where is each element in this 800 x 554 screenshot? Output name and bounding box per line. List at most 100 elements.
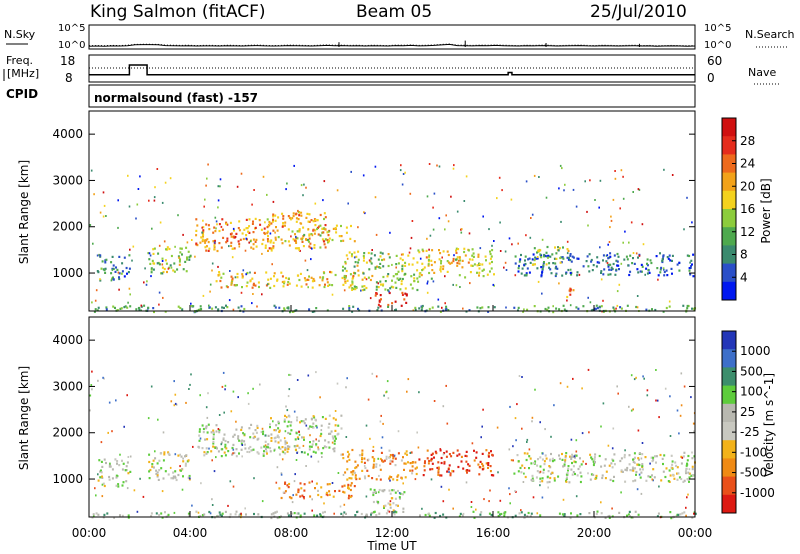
data-cell [289,432,292,435]
data-cell [89,224,92,226]
data-cell [353,256,356,259]
data-cell [478,466,481,469]
data-cell [329,270,331,274]
data-cell [276,510,278,513]
data-cell [97,513,100,516]
data-cell [326,281,329,284]
data-cell [687,471,690,474]
data-cell [563,513,566,516]
data-cell [315,438,317,441]
data-cell [274,306,277,309]
data-cell [221,512,224,515]
data-cell [252,283,255,287]
data-cell [149,468,152,472]
data-cell [184,464,187,467]
data-cell [629,254,632,257]
data-cell [187,476,190,479]
data-cell [177,305,180,308]
data-cell [256,426,259,429]
data-cell [362,272,365,275]
data-cell [353,287,355,291]
data-cell [226,223,229,226]
data-cell [322,199,324,202]
data-cell [428,254,431,257]
data-cell [222,438,225,441]
data-cell [363,211,365,214]
data-cell [177,473,180,477]
data-cell [605,260,608,263]
data-cell [448,453,451,456]
data-cell [152,307,155,310]
data-cell [257,513,260,516]
data-cell [400,253,403,256]
data-cell [322,240,325,243]
data-cell [544,428,546,431]
data-cell [351,448,354,452]
data-cell [652,479,654,482]
data-cell [205,249,208,252]
data-cell [395,266,397,269]
data-cell [220,441,223,444]
data-cell [96,309,99,312]
data-cell [238,242,241,246]
data-cell [692,253,695,256]
data-cell [411,263,414,266]
data-cell [458,274,461,277]
data-cell [292,212,295,215]
data-cell [465,175,468,178]
data-cell [635,473,637,476]
data-cell [622,241,624,244]
data-cell [354,272,357,275]
data-cell [185,246,188,249]
data-cell [294,445,297,448]
data-cell [245,218,248,221]
data-cell [450,195,452,198]
data-cell [284,221,287,224]
data-cell [376,309,379,312]
data-cell [638,463,641,467]
data-cell [478,473,481,476]
data-cell [308,245,311,248]
data-cell [530,217,532,219]
data-cell [111,430,113,433]
data-cell [428,163,431,165]
data-cell [396,478,399,482]
data-cell [632,467,635,470]
data-cell [645,479,648,482]
data-cell [306,269,309,272]
data-cell [272,512,275,515]
data-cell [539,477,542,480]
data-cell [290,421,293,424]
data-cell [369,278,372,282]
data-cell [187,459,190,462]
data-cell [619,207,621,210]
data-cell [247,392,249,395]
data-cell [272,420,274,423]
data-cell [426,195,429,198]
data-cell [206,238,209,241]
data-cell [344,471,347,474]
data-cell [361,453,364,456]
data-cell [462,307,464,310]
data-cell [514,255,517,258]
data-cell [649,259,652,262]
data-cell [488,228,490,231]
data-cell [112,264,115,267]
data-cell [250,449,253,452]
data-cell [416,269,419,272]
data-cell [94,487,96,490]
data-cell [671,272,673,275]
data-cell [488,262,491,265]
data-cell [570,260,573,263]
data-cell [218,431,221,434]
data-cell [240,514,243,517]
data-cell [617,255,620,258]
data-cell [182,460,185,463]
data-cell [574,456,576,459]
data-cell [326,238,329,242]
data-cell [246,281,249,284]
data-cell [579,513,582,516]
data-cell [348,307,351,310]
freq-unit-label: [MHz] [7,67,39,80]
data-cell [570,512,572,515]
